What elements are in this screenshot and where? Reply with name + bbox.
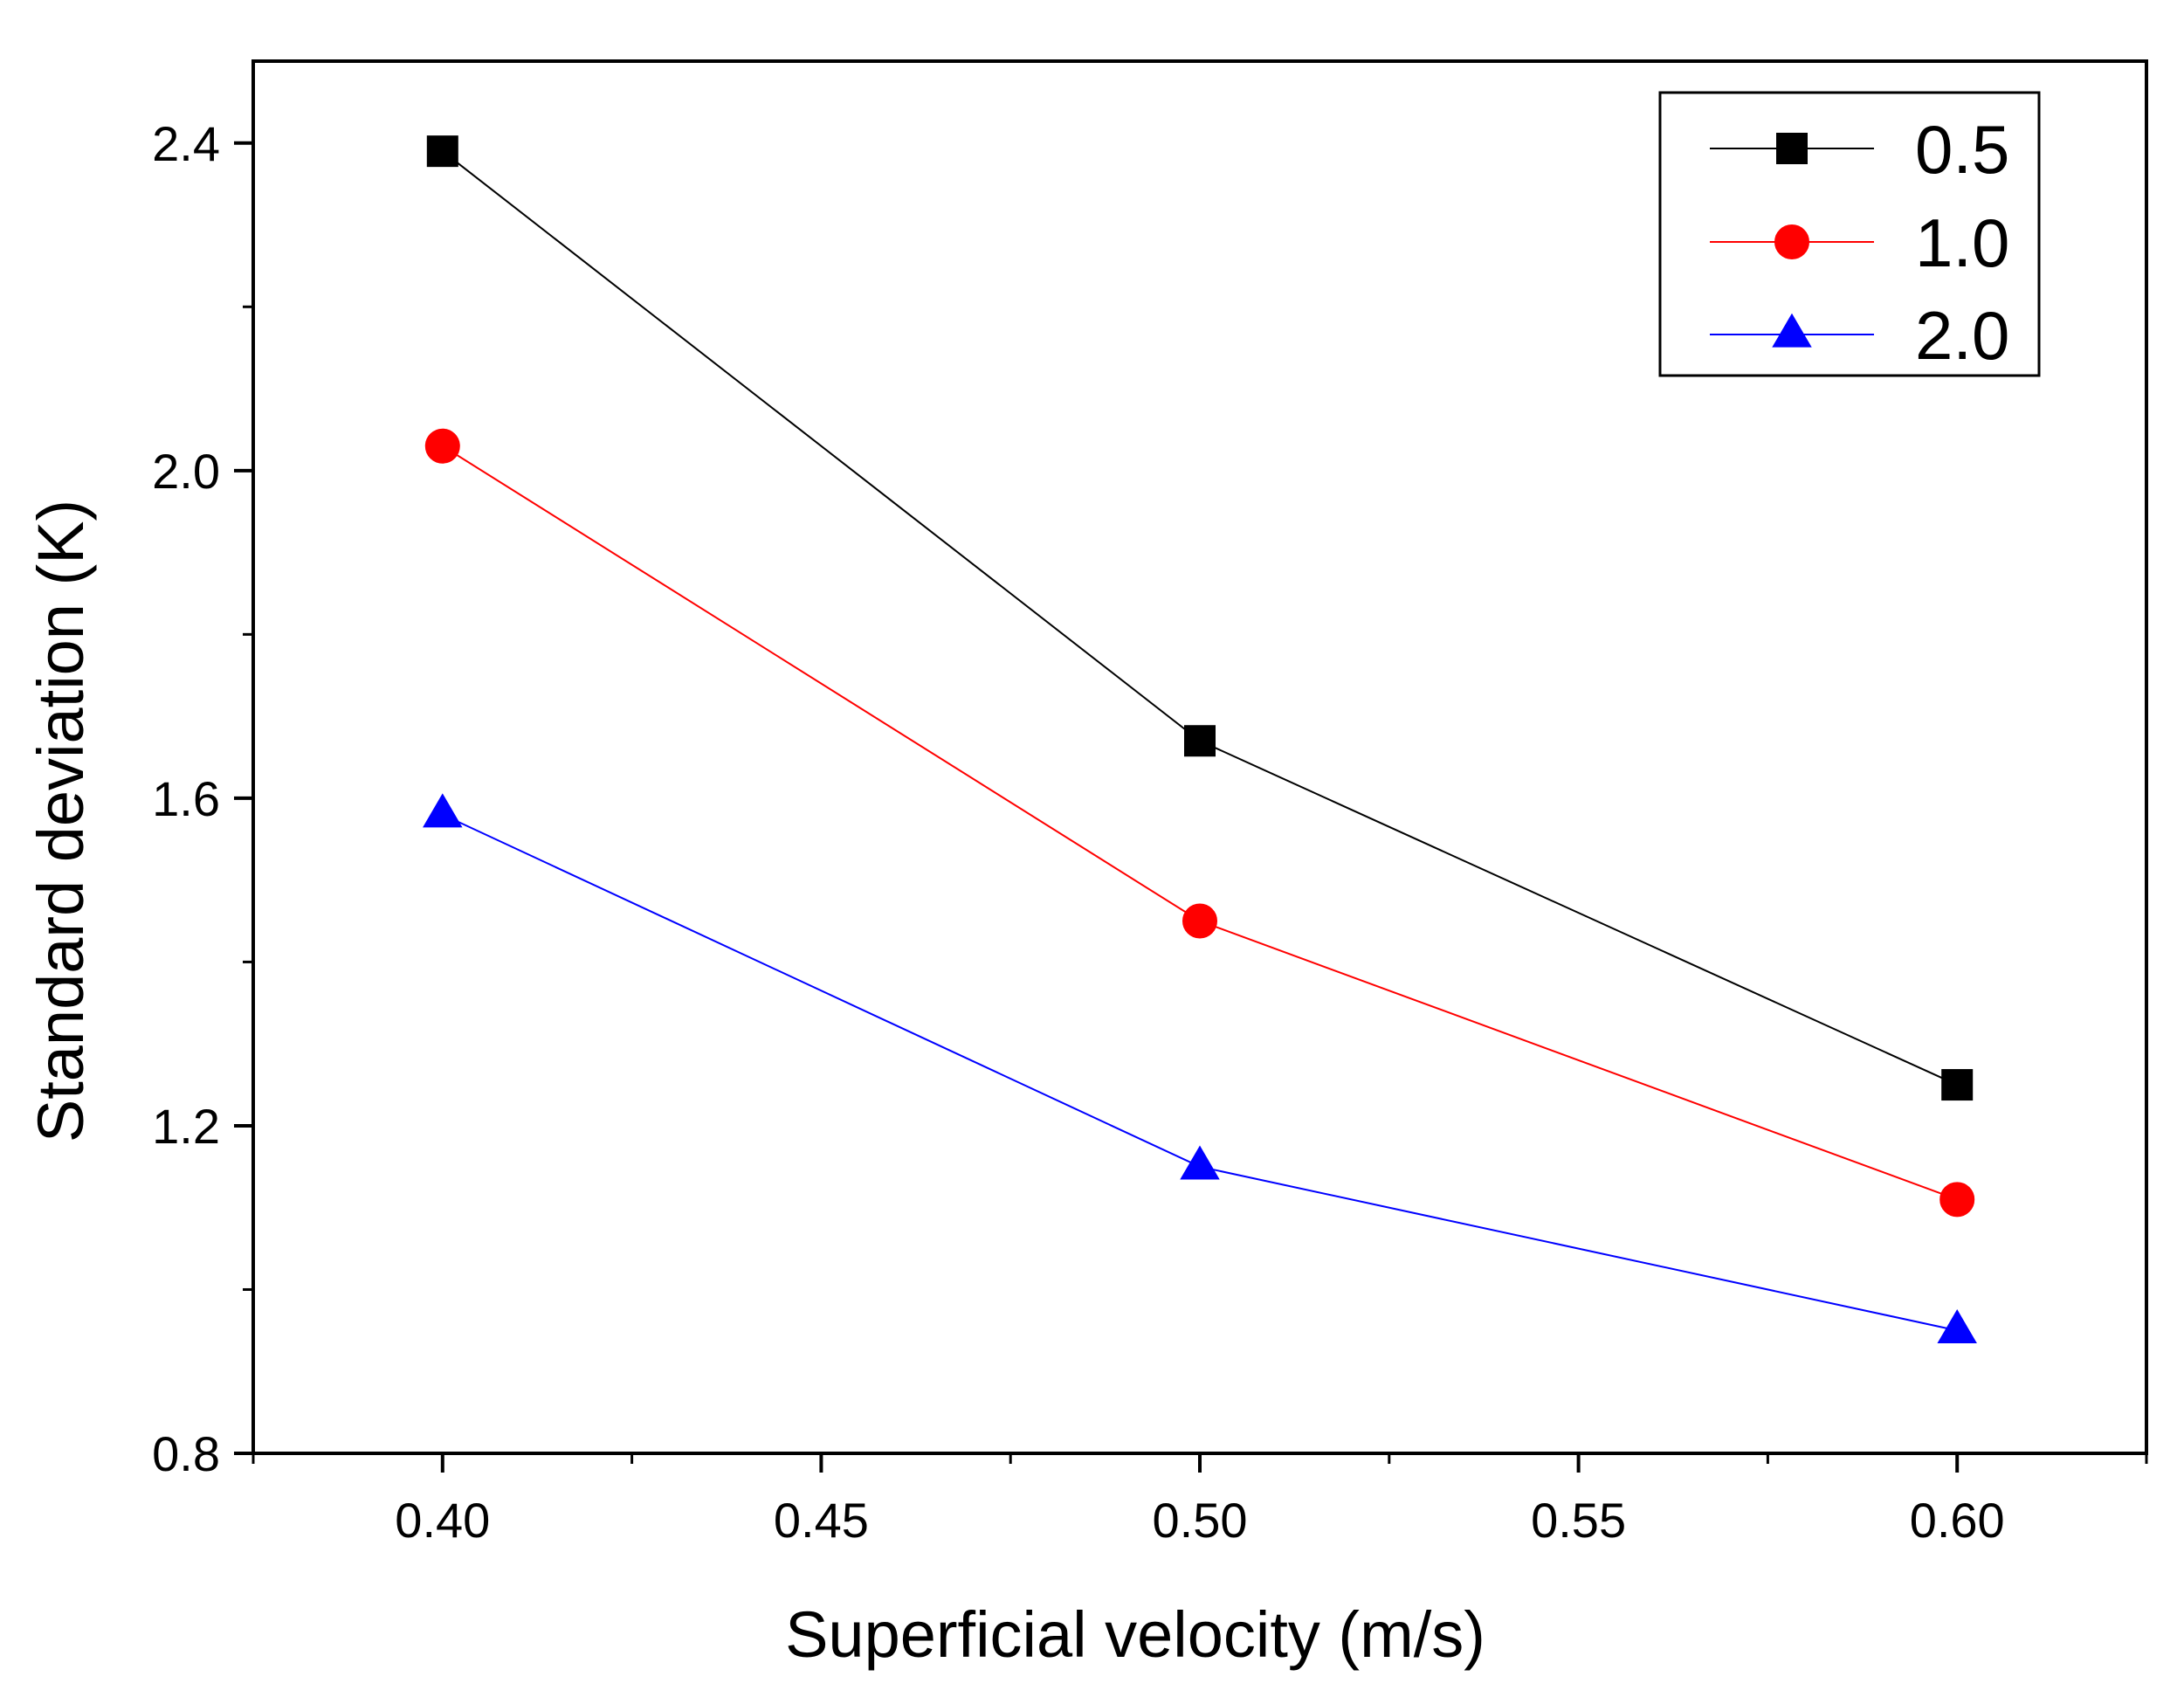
x-axis-ticks: 0.40 0.45 0.50 0.55 0.60 [251, 1453, 2148, 1548]
y-tick-label: 1.6 [152, 771, 220, 826]
y-tick-label: 1.2 [152, 1099, 220, 1154]
y-tick-label: 2.0 [152, 444, 220, 499]
x-tick-label: 0.60 [1910, 1493, 2005, 1548]
data-point-1.0 [1939, 1182, 1975, 1218]
legend-label: 1.0 [1915, 204, 2009, 281]
y-axis-ticks: 0.8 1.2 1.6 2.0 2.4 [152, 116, 253, 1481]
legend: 0.5 1.0 2.0 [1658, 91, 2041, 377]
legend-label: 0.5 [1915, 111, 2009, 188]
x-axis-title: Superficial velocity (m/s) [785, 1598, 1485, 1671]
y-tick-label: 2.4 [152, 116, 220, 171]
series-line-1.0 [442, 445, 1958, 1201]
data-point-2.0 [423, 793, 463, 828]
y-tick-label: 0.8 [152, 1426, 220, 1481]
x-tick-label: 0.45 [774, 1493, 869, 1548]
data-point-1.0 [1182, 903, 1217, 939]
y-axis-title: Standard deviation (K) [24, 500, 97, 1142]
x-tick-label: 0.50 [1153, 1493, 1248, 1548]
data-point-0.5 [1941, 1069, 1974, 1101]
legend-marker [1772, 313, 1812, 348]
data-point-2.0 [1937, 1309, 1977, 1344]
legend-marker [1774, 224, 1809, 259]
x-tick-label: 0.55 [1531, 1493, 1626, 1548]
series-line-2.0 [442, 813, 1958, 1332]
x-tick-label: 0.40 [395, 1493, 490, 1548]
legend-box [1658, 91, 2041, 377]
data-point-0.5 [1184, 725, 1216, 757]
legend-label: 2.0 [1915, 297, 2009, 374]
data-point-0.5 [426, 135, 458, 168]
series-markers [423, 135, 1977, 1344]
data-point-2.0 [1180, 1145, 1220, 1180]
legend-marker [1776, 133, 1808, 164]
data-point-1.0 [424, 428, 460, 464]
